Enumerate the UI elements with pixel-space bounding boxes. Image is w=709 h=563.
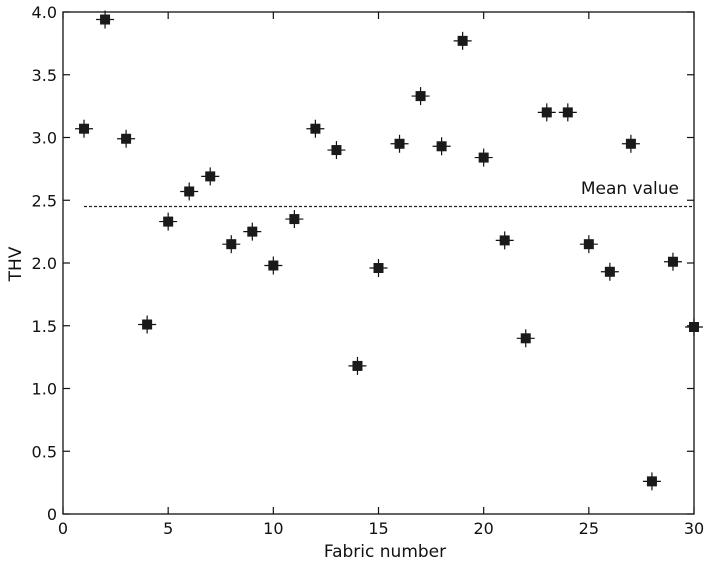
data-point — [184, 186, 195, 197]
data-point — [394, 138, 405, 149]
x-tick-label: 15 — [368, 519, 388, 538]
data-point — [121, 133, 132, 144]
y-tick-label: 2.0 — [32, 254, 57, 273]
data-point — [478, 152, 489, 163]
x-tick-label: 20 — [473, 519, 493, 538]
y-tick-label: 2.5 — [32, 191, 57, 210]
data-point — [436, 141, 447, 152]
data-point — [310, 123, 321, 134]
data-point — [205, 171, 216, 182]
x-tick-label: 30 — [684, 519, 704, 538]
data-point — [520, 333, 531, 344]
data-point — [646, 476, 657, 487]
data-point — [79, 123, 90, 134]
data-point — [583, 239, 594, 250]
data-point — [247, 226, 258, 237]
x-tick-label: 5 — [163, 519, 173, 538]
y-tick-label: 0.5 — [32, 442, 57, 461]
data-point — [226, 239, 237, 250]
data-point — [457, 35, 468, 46]
x-tick-label: 25 — [579, 519, 599, 538]
y-tick-label: 3.0 — [32, 129, 57, 148]
data-point — [100, 14, 111, 25]
x-tick-label: 0 — [58, 519, 68, 538]
data-point — [373, 263, 384, 274]
data-point — [289, 214, 300, 225]
data-point — [163, 216, 174, 227]
data-point — [541, 107, 552, 118]
data-point — [352, 360, 363, 371]
mean-value-label: Mean value — [581, 179, 679, 199]
data-point — [667, 256, 678, 267]
data-point — [625, 138, 636, 149]
data-point — [268, 260, 279, 271]
data-point — [415, 91, 426, 102]
y-axis-title: THV — [6, 246, 26, 282]
x-tick-label: 10 — [263, 519, 283, 538]
data-point — [499, 235, 510, 246]
y-tick-label: 4.0 — [32, 3, 57, 22]
x-axis-title: Fabric number — [324, 542, 446, 562]
y-tick-label: 1.0 — [32, 380, 57, 399]
y-tick-label: 0 — [47, 505, 57, 524]
data-point — [689, 322, 699, 333]
data-point — [604, 266, 615, 277]
y-tick-label: 1.5 — [32, 317, 57, 336]
data-point — [331, 145, 342, 156]
data-point — [562, 107, 573, 118]
y-tick-label: 3.5 — [32, 66, 57, 85]
data-point — [142, 319, 153, 330]
